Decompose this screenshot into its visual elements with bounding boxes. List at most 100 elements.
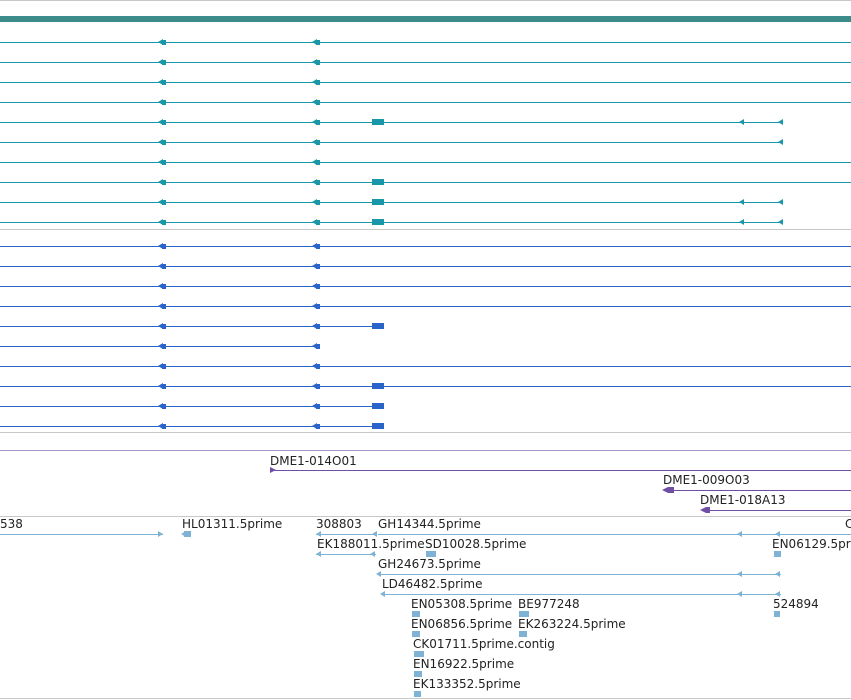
est-feature-line[interactable] [378,574,781,575]
est-label[interactable]: 524894 [773,597,819,611]
est-label[interactable]: EN05308.5prime [411,597,513,611]
est-feature-line[interactable] [0,534,163,535]
est-label[interactable]: EN06856.5prime [411,617,513,631]
blue-transcript-line[interactable] [0,246,851,247]
blue-exon-block [162,304,166,309]
clone-feature-line[interactable] [664,490,851,491]
blue-exon-block [316,324,320,329]
est-label[interactable]: EN06129.5prime [772,537,851,551]
est-label[interactable]: BE977248 [518,597,580,611]
teal-transcript-line[interactable] [0,222,781,223]
teal-transcript-line[interactable] [0,182,851,183]
blue-transcript-line[interactable] [0,426,384,427]
est-label[interactable]: EK188011.5prime [317,537,425,551]
teal-strand-arrow-icon [158,199,163,205]
est-block [426,551,436,557]
teal-transcript-line[interactable] [0,102,851,103]
teal-exon-block [316,160,320,165]
est-arrow-icon [370,551,375,557]
teal-strand-arrow-icon [312,219,317,225]
teal-strand-arrow-icon [158,179,163,185]
teal-strand-arrow-icon [312,59,317,65]
blue-transcript-line[interactable] [0,266,851,267]
blue-strand-arrow-icon [312,423,317,429]
teal-strand-arrow-icon [739,119,744,125]
teal-transcript-line[interactable] [0,122,781,123]
teal-transcript-line[interactable] [0,162,851,163]
clone-feature-line[interactable] [702,510,851,511]
teal-exon-block [316,220,320,225]
teal-strand-arrow-icon [312,79,317,85]
teal-exon-block [316,180,320,185]
blue-strand-arrow-icon [312,243,317,249]
teal-strand-arrow-icon [158,79,163,85]
est-arrow-icon [181,531,186,537]
blue-exon-block [316,384,320,389]
est-label[interactable]: HL01311.5prime [182,517,283,531]
blue-strand-arrow-icon [158,403,163,409]
est-arrow-icon [158,531,163,537]
teal-exon-block [316,100,320,105]
est-block [184,531,191,537]
blue-transcript-line[interactable] [0,326,384,327]
est-block [414,671,422,677]
est-label[interactable]: GH14344.5prime [378,517,481,531]
track-divider [0,0,851,1]
est-label[interactable]: SD10028.5prime [425,537,527,551]
est-label[interactable]: 308803 [316,517,362,531]
teal-transcript-line[interactable] [0,202,781,203]
est-arrow-icon [316,551,321,557]
est-label[interactable]: LD46482.5prime [382,577,483,591]
teal-strand-arrow-icon [739,219,744,225]
est-feature-line[interactable] [378,534,851,535]
blue-exon-block [162,284,166,289]
teal-exon-block [162,60,166,65]
teal-strand-arrow-icon [312,199,317,205]
blue-strand-arrow-icon [158,283,163,289]
blue-exon-block [316,304,320,309]
blue-transcript-line[interactable] [0,366,851,367]
est-block [414,691,421,697]
blue-transcript-line[interactable] [0,306,851,307]
est-label[interactable]: EN16922.5prime [413,657,515,671]
teal-strand-arrow-icon [158,59,163,65]
teal-transcript-line[interactable] [0,42,851,43]
teal-transcript-line[interactable] [0,82,851,83]
est-label[interactable]: CK01711.5prime.contig [413,637,555,651]
clone-label[interactable]: DME1-014O01 [270,454,357,468]
teal-transcript-line[interactable] [0,62,851,63]
teal-transcript-line[interactable] [0,142,781,143]
clone-label[interactable]: DME1-018A13 [700,493,786,507]
teal-exon-block [316,80,320,85]
clone-label[interactable]: DME1-009O03 [663,473,750,487]
est-label[interactable]: GH24673.5prime [378,557,481,571]
clone-arrow-icon [270,467,276,473]
blue-transcript-line[interactable] [0,386,851,387]
est-feature-line[interactable] [316,534,376,535]
blue-strand-arrow-icon [158,343,163,349]
clone-feature-line[interactable] [272,470,851,471]
blue-exon-block [316,424,320,429]
est-label[interactable]: 538 [0,517,23,531]
teal-exon-block [162,160,166,165]
est-feature-line[interactable] [316,554,376,555]
est-block [414,651,424,657]
est-label[interactable]: C [845,517,851,531]
teal-strand-arrow-icon [158,99,163,105]
est-arrow-icon [372,531,377,537]
teal-exon-block [372,179,384,185]
clone-arrow-icon [700,507,706,513]
teal-strand-arrow-icon [158,39,163,45]
blue-transcript-line[interactable] [0,406,384,407]
blue-strand-arrow-icon [158,323,163,329]
blue-transcript-line[interactable] [0,286,851,287]
blue-exon-block [162,384,166,389]
blue-strand-arrow-icon [312,403,317,409]
blue-strand-arrow-icon [158,363,163,369]
est-label[interactable]: EK263224.5prime [518,617,626,631]
gene-span-band[interactable] [0,16,851,22]
est-label[interactable]: EK133352.5prime [413,677,521,691]
est-feature-line[interactable] [382,594,781,595]
blue-exon-block [162,344,166,349]
blue-strand-arrow-icon [312,263,317,269]
